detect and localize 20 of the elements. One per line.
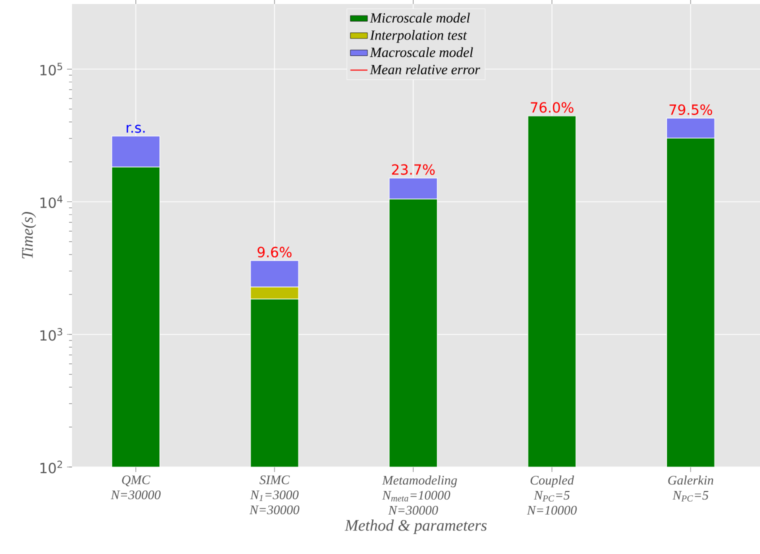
x-tick-label: SIMC N$_{1}$=3000 N=30000: [249, 476, 300, 514]
x-tick-label: Metamodeling N$_{meta}$=10000 N=30000: [382, 476, 457, 515]
y-axis-title: Time(s): [22, 212, 36, 258]
text: 76.0%: [530, 102, 574, 113]
x-tick-label: Coupled N$_{PC}$=5 N=10000: [526, 476, 577, 515]
legend-label: Mean relative error: [370, 64, 480, 74]
y-tick-label: 10$^{5}$: [40, 62, 62, 76]
text: 23.7%: [392, 164, 435, 175]
text: 9.6%: [258, 246, 292, 258]
y-tick-label: 10$^{4}$: [40, 195, 62, 208]
x-tick-label: Galerkin N$_{PC}$=5: [668, 476, 714, 502]
text: 79.5%: [670, 104, 712, 115]
x-axis-title: Method & parameters: [344, 520, 487, 534]
annotation: r.s.: [126, 124, 145, 133]
legend-label: Microscale model: [370, 12, 470, 23]
legend-label: Macroscale model: [370, 47, 473, 58]
x-tick-label: QMC N=30000: [110, 476, 161, 500]
legend-label: Interpolation test: [370, 30, 468, 43]
y-tick-label: 10$^{3}$: [40, 328, 62, 341]
y-tick-label: 10$^{2}$: [40, 460, 62, 474]
